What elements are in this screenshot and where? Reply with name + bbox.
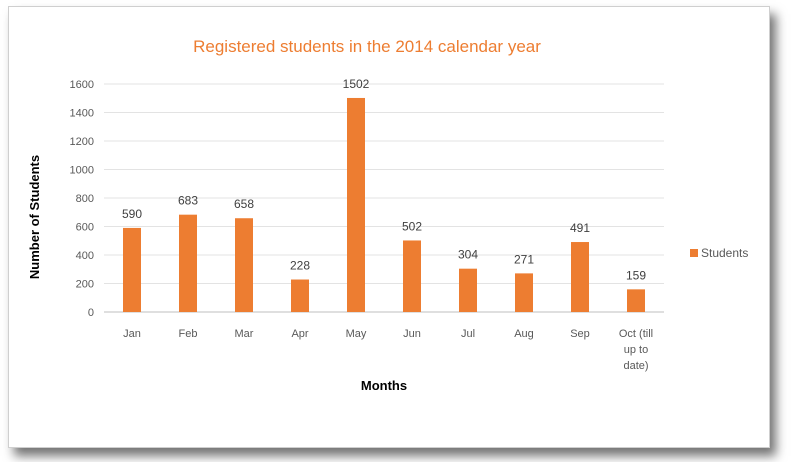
gridlines <box>104 83 664 313</box>
y-tick-label: 1000 <box>70 165 94 177</box>
bar-may <box>347 97 365 312</box>
x-tick-label: Jun <box>403 328 421 340</box>
x-tick-label: Sep <box>570 328 590 340</box>
data-label: 590 <box>122 207 142 221</box>
chart-title: Registered students in the 2014 calendar… <box>193 37 541 56</box>
y-tick-label: 400 <box>76 250 94 262</box>
bar-jun <box>403 240 421 312</box>
x-tick-label: May <box>346 328 367 340</box>
y-tick-label: 1200 <box>70 136 94 148</box>
y-tick-label: 800 <box>76 193 94 205</box>
y-tick-label: 600 <box>76 222 94 234</box>
chart-frame: Registered students in the 2014 calendar… <box>8 6 770 448</box>
legend-label-students: Students <box>701 246 748 260</box>
bar-jan <box>123 227 141 312</box>
bars <box>123 97 645 312</box>
y-tick-label: 0 <box>88 307 94 319</box>
x-tick-label: Apr <box>291 328 308 340</box>
x-tick-label: Mar <box>235 328 254 340</box>
bar-oct <box>627 289 645 312</box>
data-label: 658 <box>234 197 254 211</box>
y-tick-label: 1400 <box>70 108 94 120</box>
data-label: 1502 <box>343 77 370 91</box>
x-axis-title: Months <box>361 378 407 393</box>
data-label: 271 <box>514 252 534 266</box>
y-axis-title: Number of Students <box>27 155 42 279</box>
y-tick-label: 200 <box>76 279 94 291</box>
x-tick-label: Jul <box>461 328 475 340</box>
data-label: 304 <box>458 248 478 262</box>
bar-feb <box>179 214 197 312</box>
chart: Registered students in the 2014 calendar… <box>27 37 748 393</box>
bar-jul <box>459 268 477 312</box>
bar-mar <box>235 218 253 312</box>
y-tick-label: 1600 <box>70 79 94 91</box>
legend-swatch-students <box>690 249 698 257</box>
x-tick-label: Feb <box>179 328 198 340</box>
data-label: 683 <box>178 194 198 208</box>
y-axis-ticks: 0 200 400 600 800 1000 1200 1400 1600 <box>70 79 94 319</box>
data-labels: 590 683 658 228 1502 502 304 271 491 159 <box>122 77 646 282</box>
bar-apr <box>291 279 309 312</box>
data-label: 502 <box>402 219 422 233</box>
x-axis-ticks: Jan Feb Mar Apr May Jun Jul Aug Sep Oct (till up t… <box>123 328 653 372</box>
x-tick-label: Aug <box>514 328 534 340</box>
bar-sep <box>571 242 589 312</box>
data-label: 491 <box>570 221 590 235</box>
data-label: 228 <box>290 259 310 273</box>
legend: Students <box>690 246 748 260</box>
bar-aug <box>515 273 533 312</box>
x-tick-label: Oct (till up to date) <box>619 328 653 372</box>
data-label: 159 <box>626 268 646 282</box>
x-tick-label: Jan <box>123 328 141 340</box>
